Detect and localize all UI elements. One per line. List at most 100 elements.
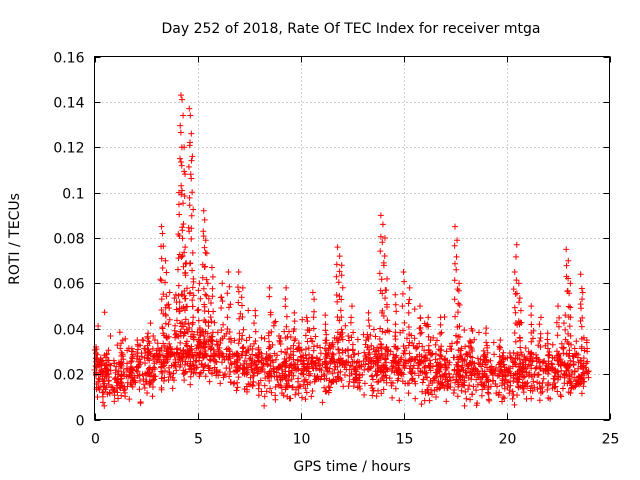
- data-point: [365, 309, 372, 316]
- data-point: [226, 365, 233, 372]
- data-point: [280, 392, 287, 399]
- data-point: [277, 341, 284, 348]
- data-point: [294, 366, 301, 373]
- data-point: [298, 346, 305, 353]
- data-point: [519, 372, 526, 379]
- data-point: [118, 362, 125, 369]
- data-point: [411, 335, 418, 342]
- data-point: [524, 379, 531, 386]
- data-point: [266, 284, 273, 291]
- data-point: [466, 382, 473, 389]
- data-point: [388, 359, 395, 366]
- data-point: [278, 348, 285, 355]
- data-point: [113, 363, 120, 370]
- data-point: [160, 378, 167, 385]
- data-point: [377, 248, 384, 255]
- data-point: [177, 122, 184, 129]
- data-point: [217, 380, 224, 387]
- data-point: [461, 327, 468, 334]
- data-point: [260, 361, 267, 368]
- data-point: [266, 293, 273, 300]
- data-point: [181, 288, 188, 295]
- data-point: [103, 362, 110, 369]
- data-point: [289, 383, 296, 390]
- data-point: [511, 269, 518, 276]
- data-point: [193, 364, 200, 371]
- data-point: [205, 323, 212, 330]
- data-point: [258, 388, 265, 395]
- data-point: [459, 374, 466, 381]
- data-point: [165, 301, 172, 308]
- data-point: [218, 304, 225, 311]
- data-point: [255, 346, 262, 353]
- data-point: [307, 370, 314, 377]
- data-point: [512, 290, 519, 297]
- data-point: [498, 382, 505, 389]
- data-point: [522, 345, 529, 352]
- data-point: [176, 363, 183, 370]
- data-point: [178, 187, 185, 194]
- data-point: [259, 365, 266, 372]
- data-point: [249, 351, 256, 358]
- data-point: [557, 391, 564, 398]
- data-point: [471, 360, 478, 367]
- data-point: [178, 162, 185, 169]
- data-point: [158, 306, 165, 313]
- data-point: [158, 255, 165, 262]
- data-point: [419, 388, 426, 395]
- data-point: [453, 376, 460, 383]
- data-point: [113, 385, 120, 392]
- data-point: [400, 350, 407, 357]
- data-point: [414, 344, 421, 351]
- data-point: [282, 368, 289, 375]
- data-point: [400, 343, 407, 350]
- data-point: [132, 379, 139, 386]
- data-point: [272, 396, 279, 403]
- data-point: [203, 250, 210, 257]
- data-point: [373, 393, 380, 400]
- data-point: [166, 305, 173, 312]
- x-tick-labels: 0 5 10 15 20 25: [91, 432, 619, 448]
- data-point: [334, 244, 341, 251]
- data-point: [335, 356, 342, 363]
- data-point: [163, 293, 170, 300]
- data-point: [310, 365, 317, 372]
- data-point: [458, 352, 465, 359]
- data-point: [114, 342, 121, 349]
- data-point: [380, 386, 387, 393]
- data-point: [573, 380, 580, 387]
- data-point: [175, 201, 182, 208]
- data-point: [146, 348, 153, 355]
- data-point: [162, 320, 169, 327]
- data-point: [141, 384, 148, 391]
- data-point: [483, 325, 490, 332]
- data-point: [310, 308, 317, 315]
- data-point: [239, 332, 246, 339]
- data-point: [420, 376, 427, 383]
- data-point: [175, 266, 182, 273]
- data-point: [158, 347, 165, 354]
- data-point: [377, 212, 384, 219]
- data-point: [555, 303, 561, 310]
- data-point: [305, 345, 312, 352]
- data-point: [336, 268, 343, 275]
- data-point: [565, 340, 572, 347]
- data-point: [401, 319, 408, 326]
- data-point: [205, 295, 212, 302]
- data-point: [168, 362, 175, 369]
- data-point: [412, 395, 419, 402]
- data-point: [276, 372, 283, 379]
- data-point: [384, 317, 391, 324]
- data-point: [272, 318, 279, 325]
- data-point: [501, 385, 508, 392]
- data-point: [374, 344, 381, 351]
- data-point: [323, 331, 330, 338]
- data-point: [309, 338, 316, 345]
- data-point: [295, 390, 302, 397]
- data-point: [560, 344, 567, 351]
- data-point: [406, 357, 413, 364]
- data-point: [182, 269, 189, 276]
- data-point: [181, 249, 188, 256]
- data-point: [275, 382, 282, 389]
